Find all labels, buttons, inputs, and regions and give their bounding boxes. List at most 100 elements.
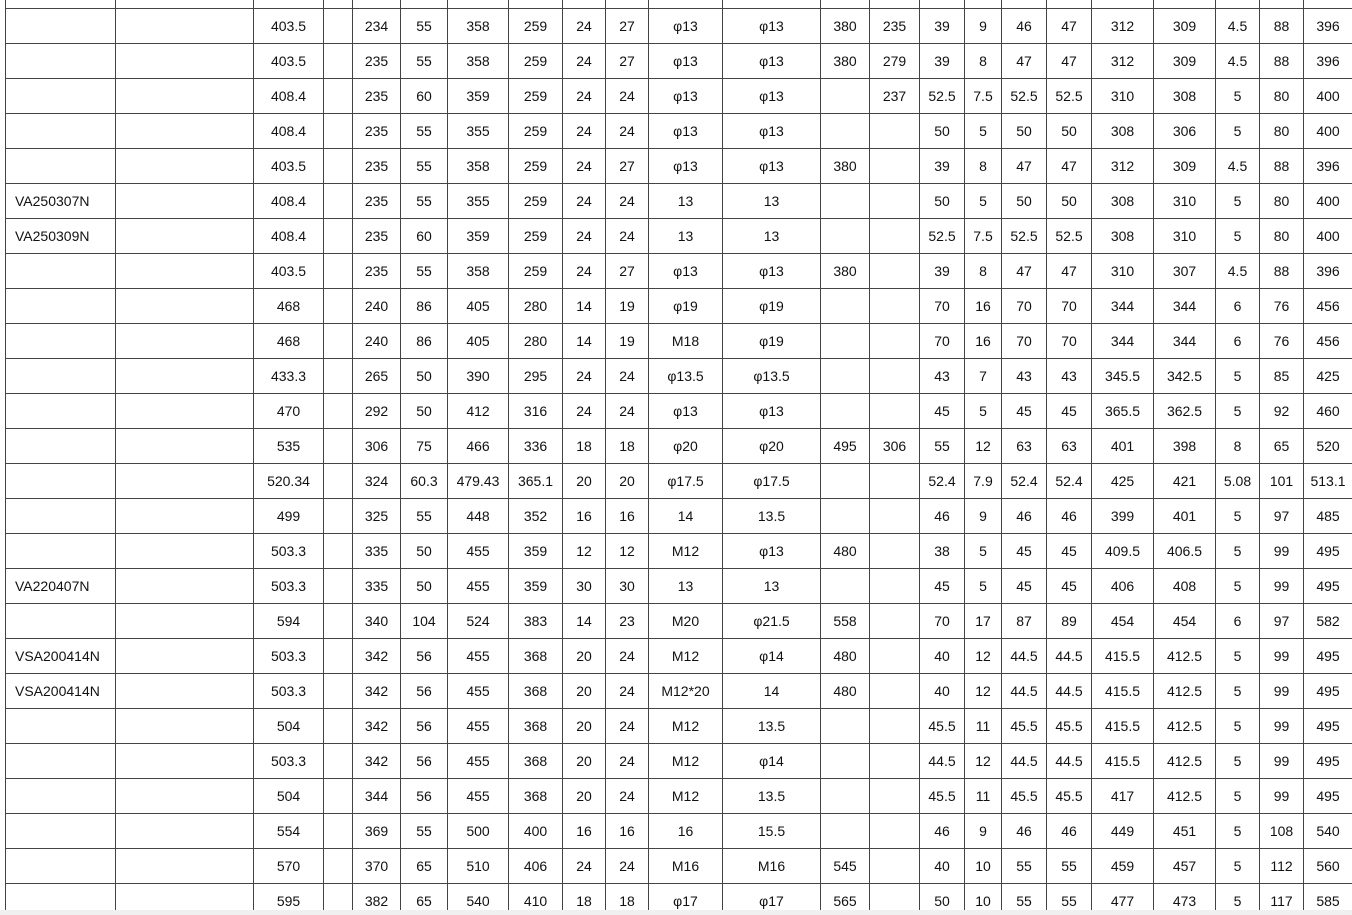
cell: 473	[1153, 883, 1216, 910]
cell: 5	[1215, 183, 1260, 219]
cell: 455	[447, 778, 509, 814]
cell	[820, 568, 870, 604]
cell	[820, 183, 870, 219]
cell: 265	[352, 358, 401, 394]
cell: 24	[562, 113, 606, 149]
cell	[1091, 0, 1154, 9]
cell: 45	[1046, 393, 1092, 429]
cell	[820, 813, 870, 849]
cell	[869, 183, 920, 219]
cell: φ13	[648, 43, 723, 79]
cell: 55	[400, 183, 448, 219]
cell	[5, 43, 116, 79]
cell: φ13.5	[722, 358, 821, 394]
cell: 499	[253, 498, 324, 534]
cell: 76	[1259, 288, 1304, 324]
cell: 6	[1215, 603, 1260, 639]
cell: 39	[919, 253, 965, 289]
cell: φ13.5	[648, 358, 723, 394]
cell: 99	[1259, 743, 1304, 779]
cell: 50	[400, 568, 448, 604]
cell: 43	[919, 358, 965, 394]
cell: 400	[508, 813, 563, 849]
row: 468 240 86 405 280 14 19 M18 φ19 70 16 70 70 344 344 6 7…	[5, 323, 1352, 359]
cell: 45.5	[1001, 778, 1047, 814]
cell: 8	[964, 148, 1002, 184]
cell	[5, 428, 116, 464]
row: VSA200414N 503.3 342 56 455 368 20 24 M12 φ14 480 4…	[5, 638, 1352, 674]
cell	[869, 463, 920, 499]
cell: 359	[508, 568, 563, 604]
cell: 27	[605, 43, 649, 79]
cell: 70	[1046, 323, 1092, 359]
cell: 355	[447, 113, 509, 149]
cell: 63	[1001, 428, 1047, 464]
cell: 368	[508, 778, 563, 814]
cell: 88	[1259, 253, 1304, 289]
cell: 87	[1001, 603, 1047, 639]
cell: 44.5	[1001, 743, 1047, 779]
cell: 24	[605, 638, 649, 674]
cell: 46	[1046, 498, 1092, 534]
cell: φ13	[648, 78, 723, 114]
cell: 50	[1046, 183, 1092, 219]
cell: 40	[919, 673, 965, 709]
cell	[115, 43, 254, 79]
cell: 480	[820, 533, 870, 569]
cell: φ13	[648, 113, 723, 149]
cell	[869, 603, 920, 639]
cell: 7	[964, 358, 1002, 394]
cell	[820, 0, 870, 9]
cell: 259	[508, 183, 563, 219]
cell	[5, 848, 116, 884]
cell: 99	[1259, 638, 1304, 674]
cell: 97	[1259, 498, 1304, 534]
cell: 235	[352, 113, 401, 149]
cell: 344	[1153, 288, 1216, 324]
cell: 11	[964, 778, 1002, 814]
cell: 240	[352, 288, 401, 324]
cell	[115, 358, 254, 394]
cell: 342.5	[1153, 358, 1216, 394]
cell: 495	[1303, 673, 1352, 709]
cell	[115, 498, 254, 534]
cell	[5, 113, 116, 149]
cell: 24	[562, 78, 606, 114]
cell	[115, 393, 254, 429]
cell: 595	[253, 883, 324, 910]
cell: 495	[1303, 638, 1352, 674]
cell: 65	[400, 883, 448, 910]
cell: 24	[562, 218, 606, 254]
cell: 425	[1303, 358, 1352, 394]
cell: 503.3	[253, 533, 324, 569]
cell: 403.5	[253, 8, 324, 44]
cell: 415.5	[1091, 708, 1154, 744]
cell: 500	[447, 813, 509, 849]
cell	[869, 218, 920, 254]
cell: 12	[964, 743, 1002, 779]
cell: 415.5	[1091, 743, 1154, 779]
cell: 409.5	[1091, 533, 1154, 569]
cell	[869, 638, 920, 674]
cell	[820, 323, 870, 359]
cell	[323, 883, 353, 910]
cell: 24	[605, 183, 649, 219]
cell: 50	[400, 358, 448, 394]
cell: φ13	[722, 8, 821, 44]
cell: 570	[253, 848, 324, 884]
cell: 400	[1303, 183, 1352, 219]
cell: 235	[352, 148, 401, 184]
row: 504 344 56 455 368 20 24 M12 13.5 45.5 11 45.5 45.5 4…	[5, 778, 1352, 814]
cell: 50	[1046, 113, 1092, 149]
cell: 24	[605, 113, 649, 149]
cell: 5	[1215, 113, 1260, 149]
cell: 5.08	[1215, 463, 1260, 499]
cell	[5, 708, 116, 744]
cell: 45	[1001, 568, 1047, 604]
cell: 408.4	[253, 183, 324, 219]
cell: 495	[1303, 743, 1352, 779]
cell: 359	[447, 218, 509, 254]
row: 503.3 335 50 455 359 12 12 M12 φ13 480 38 5 45 45 409.…	[5, 533, 1352, 569]
cell: 89	[1046, 603, 1092, 639]
cell: 47	[1001, 43, 1047, 79]
